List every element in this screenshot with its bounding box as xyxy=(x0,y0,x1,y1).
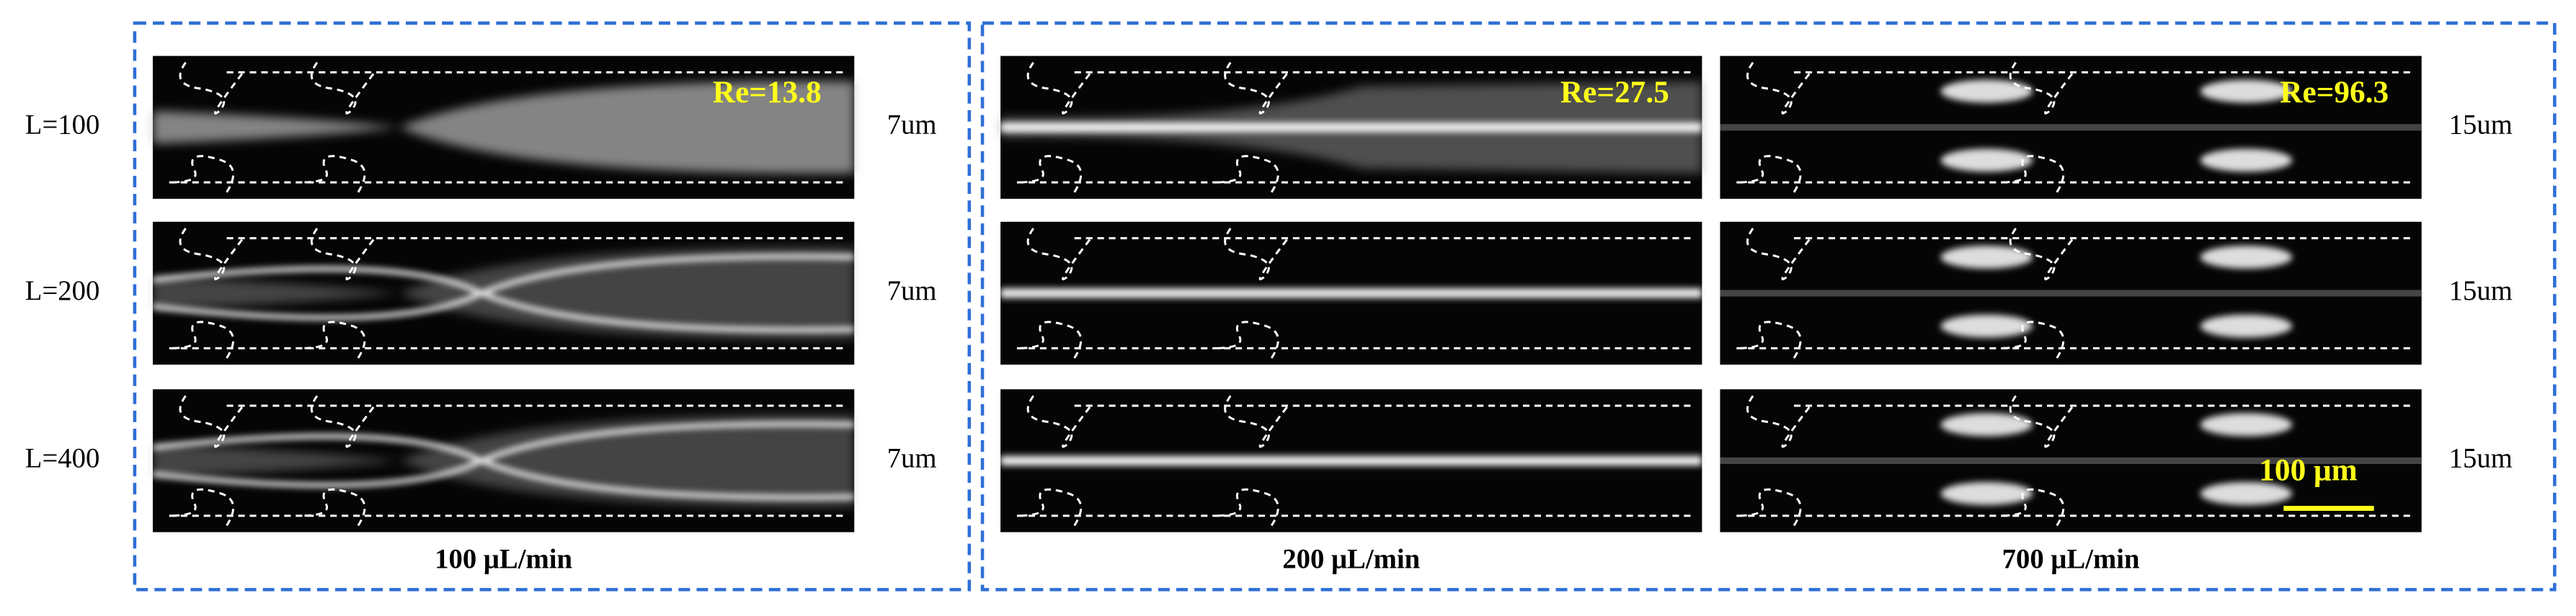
scale-bar-label: 100 μm xyxy=(2259,453,2357,488)
obstacle xyxy=(1016,488,1083,527)
streak xyxy=(152,246,855,340)
group-frame xyxy=(980,21,2557,592)
group-frame xyxy=(133,21,972,592)
particle xyxy=(2200,148,2293,172)
row-label: L=100 xyxy=(25,110,100,140)
row-label: L=400 xyxy=(25,442,100,473)
micrograph xyxy=(152,55,855,199)
flow-label: 200 μL/min xyxy=(1282,544,1420,575)
obstacle xyxy=(2009,61,2074,115)
obstacle xyxy=(1999,488,2065,527)
obstacle xyxy=(1214,321,1279,359)
reynolds-label: Re=96.3 xyxy=(2280,75,2389,110)
particle xyxy=(2200,314,2293,338)
streak xyxy=(152,81,855,174)
channel-wall xyxy=(169,404,846,517)
obstacle xyxy=(179,228,244,281)
particle xyxy=(1940,314,2033,338)
obstacle xyxy=(301,321,366,359)
channel-wall xyxy=(169,71,846,184)
obstacle xyxy=(301,155,366,193)
row-label: L=200 xyxy=(25,275,100,306)
micrograph xyxy=(1000,389,1702,532)
streak xyxy=(1000,455,1702,466)
channel-wall xyxy=(1736,404,2414,517)
streak xyxy=(152,254,855,333)
gap-label: 15um xyxy=(2449,442,2513,473)
channel-wall xyxy=(1016,404,1694,517)
gap-label: 7um xyxy=(887,110,937,140)
micrograph xyxy=(152,389,855,532)
obstacle xyxy=(1224,61,1289,115)
obstacle xyxy=(310,228,376,281)
particle xyxy=(2200,482,2293,506)
particle xyxy=(1940,482,2033,506)
particle xyxy=(1940,245,2033,269)
reynolds-label: Re=13.8 xyxy=(713,75,822,110)
obstacle xyxy=(1016,321,1083,359)
obstacle xyxy=(1214,488,1279,527)
obstacle xyxy=(1999,155,2065,193)
obstacle xyxy=(1746,395,1812,448)
obstacle xyxy=(179,61,244,115)
particle xyxy=(2200,245,2293,269)
particle xyxy=(1940,79,2033,103)
obstacle xyxy=(1746,61,1812,115)
obstacle xyxy=(1224,228,1289,281)
obstacle xyxy=(179,395,244,448)
channel-wall xyxy=(169,237,846,349)
obstacle xyxy=(169,321,235,359)
particle xyxy=(2200,413,2293,437)
scale-bar xyxy=(2283,506,2374,511)
micrograph xyxy=(1000,221,1702,365)
obstacle xyxy=(310,395,376,448)
gap-label: 7um xyxy=(887,442,937,473)
obstacle xyxy=(1016,155,1083,193)
obstacle xyxy=(2009,228,2074,281)
obstacle xyxy=(1026,61,1092,115)
streak xyxy=(152,421,855,500)
obstacle xyxy=(310,61,376,115)
obstacle xyxy=(1736,488,1802,527)
obstacle xyxy=(1999,321,2065,359)
streak xyxy=(1000,122,1702,133)
streak xyxy=(1720,290,2422,297)
gap-label: 15um xyxy=(2449,275,2513,306)
particle xyxy=(1940,148,2033,172)
streak xyxy=(152,414,855,507)
particle xyxy=(2200,79,2293,103)
channel-wall xyxy=(1016,71,1694,184)
particle xyxy=(1940,413,2033,437)
gap-label: 7um xyxy=(887,275,937,306)
streak xyxy=(1000,288,1702,298)
streak xyxy=(1720,124,2422,131)
obstacle xyxy=(1026,395,1092,448)
reynolds-label: Re=27.5 xyxy=(1560,75,1669,110)
obstacle xyxy=(2009,395,2074,448)
obstacle xyxy=(169,488,235,527)
obstacle xyxy=(1214,155,1279,193)
micrograph xyxy=(1000,55,1702,199)
channel-wall xyxy=(1736,237,2414,349)
flow-label: 700 μL/min xyxy=(2002,544,2140,575)
obstacle xyxy=(1746,228,1812,281)
obstacle xyxy=(1736,321,1802,359)
channel-wall xyxy=(1736,71,2414,184)
micrograph xyxy=(1720,55,2422,199)
obstacle xyxy=(301,488,366,527)
obstacle xyxy=(1026,228,1092,281)
obstacle xyxy=(1736,155,1802,193)
flow-label: 100 μL/min xyxy=(435,544,572,575)
micrograph xyxy=(152,221,855,365)
gap-label: 15um xyxy=(2449,110,2513,140)
obstacle xyxy=(1224,395,1289,448)
channel-wall xyxy=(1016,237,1694,349)
micrograph xyxy=(1720,221,2422,365)
streak xyxy=(1720,457,2422,465)
obstacle xyxy=(169,155,235,193)
